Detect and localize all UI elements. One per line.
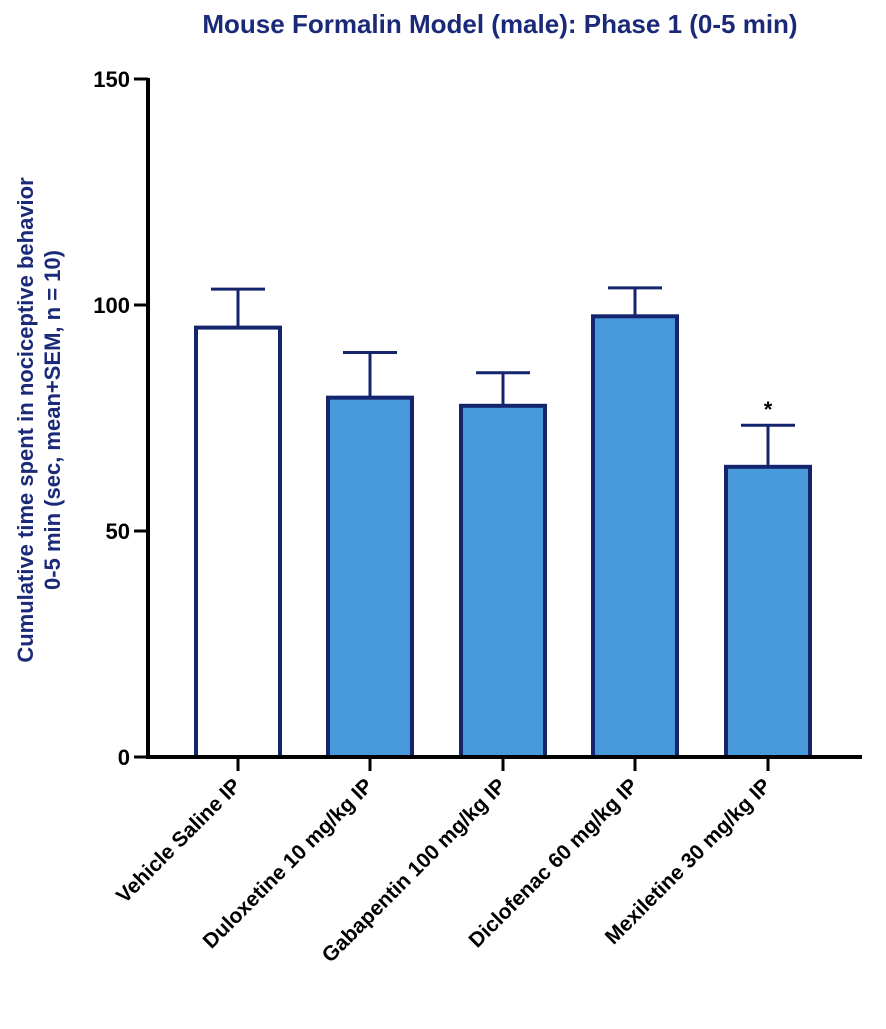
y-tick-label-50: 50 bbox=[106, 519, 130, 544]
bar-4 bbox=[591, 314, 679, 759]
y-tick-label-150: 150 bbox=[93, 67, 130, 92]
axes-layer bbox=[134, 77, 862, 771]
y-axis-label-line2: 0-5 min (sec, mean+SEM, n = 10) bbox=[40, 250, 65, 590]
y-tick-label-100: 100 bbox=[93, 293, 130, 318]
x-tick-label-1: Vehicle Saline IP bbox=[112, 774, 245, 907]
bar-5 bbox=[724, 464, 812, 759]
y-axis-label: Cumulative time spent in nociceptive beh… bbox=[13, 177, 65, 663]
significance-marker-5: * bbox=[764, 397, 773, 422]
chart-title: Mouse Formalin Model (male): Phase 1 (0-… bbox=[202, 9, 797, 39]
bar-3 bbox=[459, 403, 547, 759]
error-bars-layer bbox=[211, 286, 795, 467]
y-axis-label-line1: Cumulative time spent in nociceptive beh… bbox=[13, 177, 38, 663]
y-tick-label-0: 0 bbox=[118, 745, 130, 770]
bar-1 bbox=[194, 325, 282, 759]
bar-2 bbox=[326, 395, 414, 759]
